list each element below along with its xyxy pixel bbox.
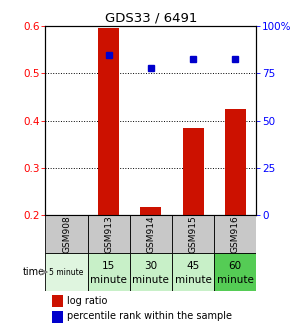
Text: 45: 45 [186, 261, 200, 271]
Bar [52, 311, 63, 323]
Text: GSM913: GSM913 [104, 215, 113, 253]
Text: minute: minute [217, 275, 254, 284]
Title: GDS33 / 6491: GDS33 / 6491 [105, 12, 197, 25]
Bar [172, 253, 214, 291]
Bar [214, 215, 256, 253]
Text: GSM914: GSM914 [146, 215, 155, 253]
Bar [98, 27, 119, 215]
Text: percentile rank within the sample: percentile rank within the sample [67, 311, 231, 321]
Bar [130, 253, 172, 291]
Bar [88, 215, 130, 253]
Bar [140, 207, 161, 215]
Text: GSM908: GSM908 [62, 215, 71, 253]
Bar [52, 296, 63, 307]
Bar [45, 253, 88, 291]
Text: 15: 15 [102, 261, 115, 271]
Bar [88, 253, 130, 291]
Text: minute: minute [175, 275, 212, 284]
Text: 60: 60 [229, 261, 242, 271]
Bar [172, 215, 214, 253]
Text: minute: minute [90, 275, 127, 284]
Bar [225, 109, 246, 215]
Text: log ratio: log ratio [67, 296, 107, 306]
Bar [214, 253, 256, 291]
Text: minute: minute [132, 275, 169, 284]
Text: GSM916: GSM916 [231, 215, 240, 253]
Text: 30: 30 [144, 261, 157, 271]
Text: GSM915: GSM915 [189, 215, 197, 253]
Text: time: time [23, 267, 45, 277]
Bar [45, 215, 88, 253]
Text: 5 minute: 5 minute [49, 267, 84, 277]
Bar [130, 215, 172, 253]
Bar [183, 128, 204, 215]
